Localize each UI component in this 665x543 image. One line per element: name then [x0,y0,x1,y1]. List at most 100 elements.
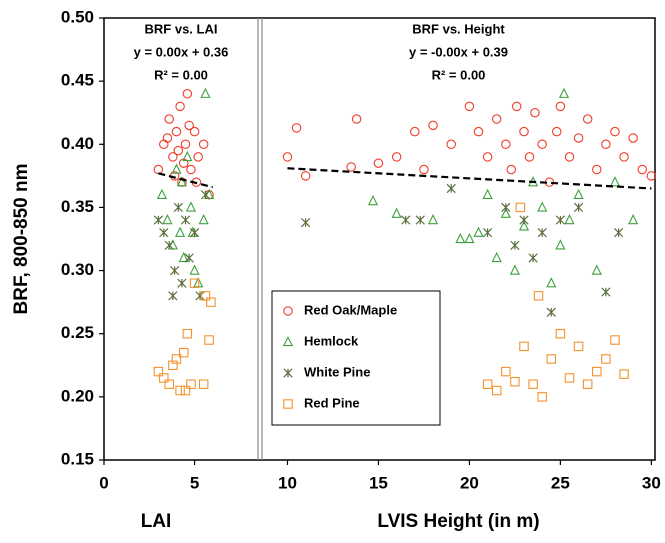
point [530,107,540,118]
point [373,158,384,168]
point [300,171,311,181]
point [193,152,203,162]
point [186,164,196,175]
legend-label: Red Oak/Maple [304,302,397,317]
point [601,139,611,150]
point [628,214,639,225]
point [178,347,189,358]
point [159,373,169,383]
point [537,228,547,238]
point [506,164,517,175]
plot-frame [103,17,656,461]
point [551,126,562,137]
point [564,214,575,225]
legend-marker [283,306,293,316]
point [195,291,205,301]
x-tick-label: 30 [642,473,661,492]
legend-label: White Pine [304,364,370,379]
point [168,152,178,162]
point [482,188,493,199]
point [473,126,484,137]
point [591,264,602,275]
annotation: R² = 0.00 [432,67,486,82]
point [198,214,209,225]
point [419,164,429,175]
point [501,202,511,213]
point [189,126,200,137]
point [537,392,547,402]
point [159,139,169,150]
point [193,277,204,288]
point [546,307,556,317]
point [189,278,200,288]
x-tick-label: 15 [369,473,388,492]
point [464,101,475,112]
point [524,152,535,162]
point [182,89,193,99]
point [511,101,522,112]
point [198,139,209,150]
x-tick-label: 10 [278,473,297,492]
point [301,217,311,228]
point [610,335,620,345]
annotation: y = 0.00x + 0.36 [134,44,229,59]
point [491,251,502,263]
point [367,195,379,206]
point [164,240,174,250]
point [178,251,189,263]
point [171,126,182,137]
point [619,369,629,379]
point [546,277,557,288]
point [164,379,174,389]
point [184,253,194,263]
point [164,114,174,124]
y-tick-label: 0.20 [61,386,94,405]
trend-line [287,167,652,190]
point [582,114,593,124]
point [537,139,547,150]
point [189,228,200,238]
point [401,215,411,225]
point [555,328,566,339]
point [168,360,178,371]
point [509,264,520,275]
y-tick-label: 0.25 [61,323,94,342]
trend-line [158,172,213,189]
point [391,207,402,218]
point [555,239,566,250]
point [573,341,584,352]
point [428,120,438,131]
legend-label: Hemlock [304,333,359,348]
point [171,163,182,174]
point [175,226,186,237]
y-axis-label: BRF, 800-850 nm [11,163,32,314]
point [185,201,197,212]
point [162,214,173,225]
point [573,133,584,143]
point [491,114,502,124]
point [564,152,575,162]
point [446,139,456,150]
point [646,171,657,181]
point [177,278,187,288]
point [153,366,164,377]
legend-marker [282,335,294,347]
point [515,202,526,213]
legend-label: Red Pine [304,395,360,410]
point [501,366,511,377]
point [427,214,439,225]
point [168,291,178,301]
point [206,297,216,307]
point [528,253,538,263]
point [555,215,566,225]
point [519,126,529,137]
point [176,176,187,187]
point [180,139,191,150]
point [186,379,196,389]
point [415,215,425,225]
point [162,133,173,143]
point [153,164,164,175]
y-tick-label: 0.35 [61,197,94,216]
point [180,385,191,396]
